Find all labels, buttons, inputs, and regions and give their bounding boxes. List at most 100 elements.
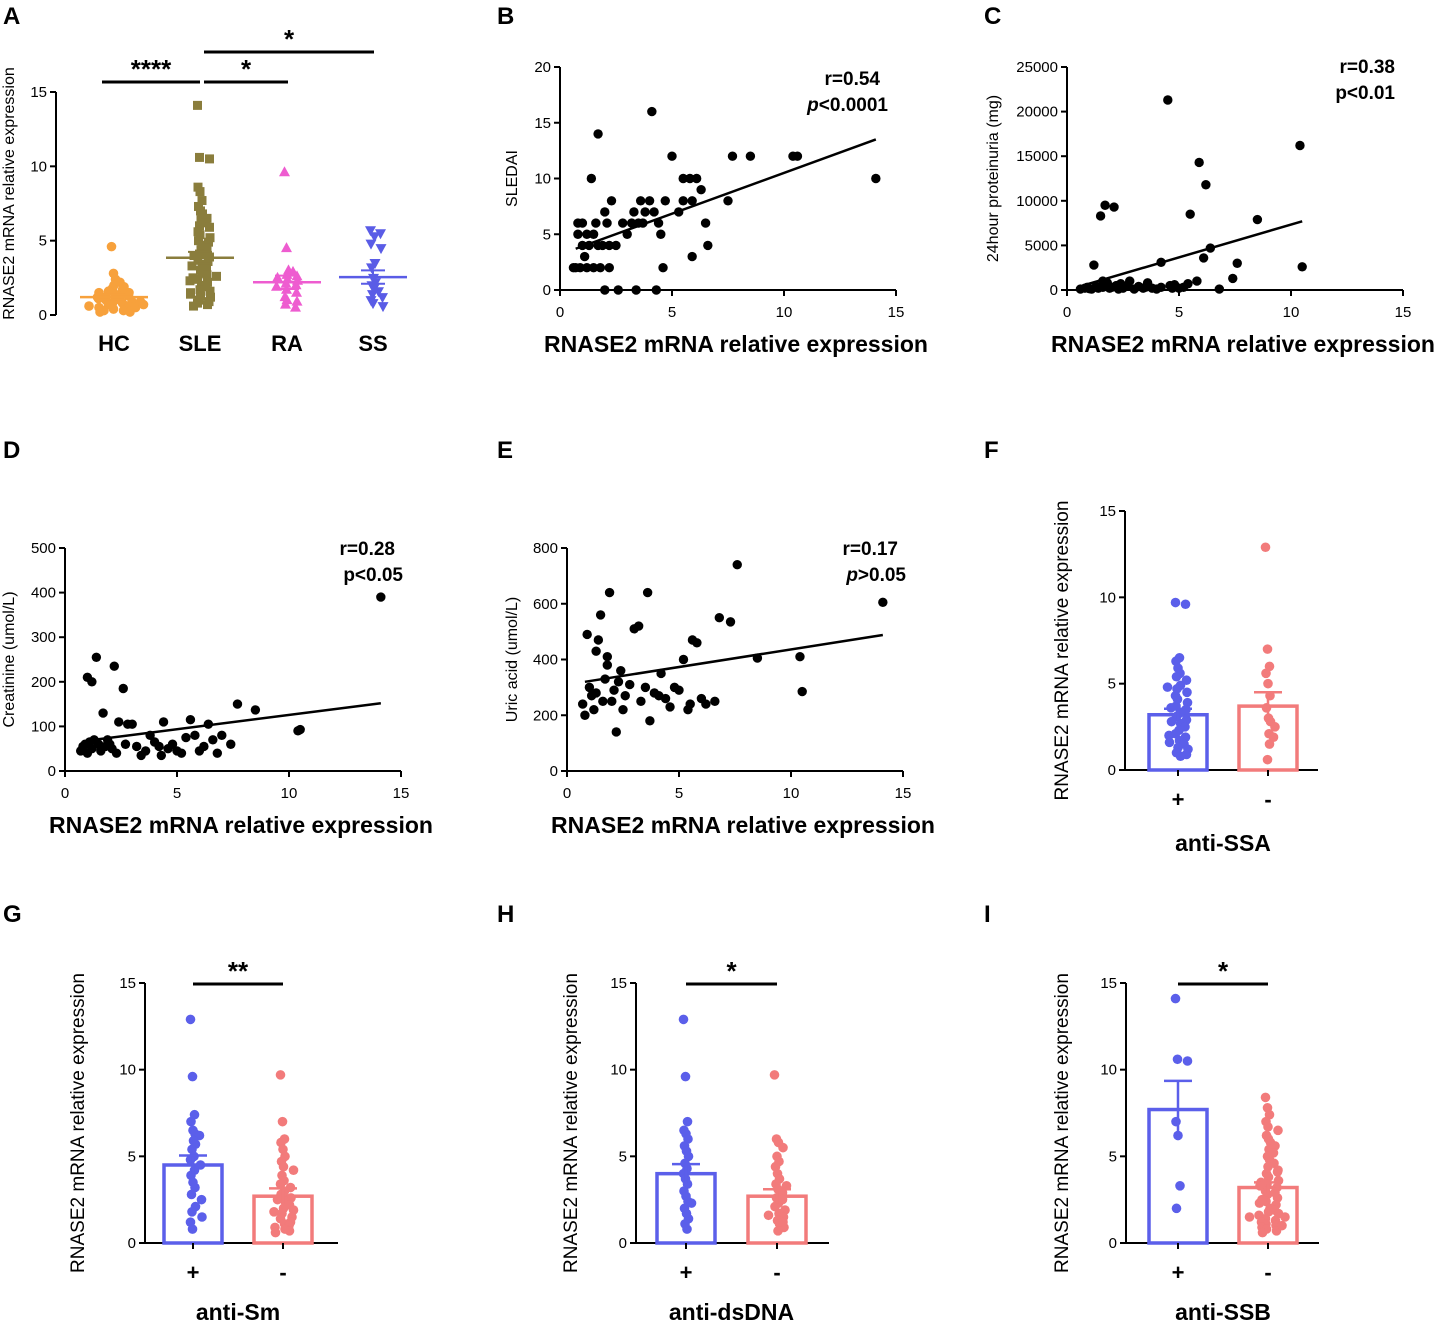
- category-label: -: [773, 1260, 780, 1285]
- data-point: [1194, 157, 1204, 168]
- panel-C-y-tick-label: 0: [1050, 282, 1058, 299]
- data-point: [1170, 597, 1181, 608]
- data-point: [212, 271, 221, 281]
- data-point: [199, 741, 209, 752]
- data-point: [1125, 276, 1135, 286]
- data-point: [871, 173, 881, 184]
- panel-H-y-tick-label: 0: [619, 1235, 627, 1252]
- panel-C-y-tick-label: 25000: [1016, 59, 1058, 76]
- data-point: [1262, 644, 1273, 654]
- panel-B-y-tick-label: 10: [534, 171, 551, 188]
- panel-A-y-tick-label: 0: [39, 307, 47, 324]
- data-point: [685, 173, 695, 184]
- data-point: [187, 261, 197, 271]
- x-axis-title: anti-dsDNA: [669, 1299, 794, 1323]
- panel-H: H 0 5 10 15 + - RNASE2 mRNA relative expression…: [497, 901, 829, 1323]
- data-point: [1182, 1056, 1193, 1066]
- data-point: [635, 196, 646, 206]
- data-point: [591, 218, 601, 228]
- data-point: [593, 129, 603, 139]
- data-point: [1183, 279, 1193, 289]
- data-point: [84, 301, 94, 311]
- regression-line: [87, 701, 381, 742]
- x-axis-title: RNASE2 mRNA relative expression: [1051, 331, 1435, 357]
- data-point: [723, 196, 733, 206]
- data-point: [878, 597, 888, 608]
- panel-D-y-tick-label: 200: [31, 674, 56, 691]
- data-point: [1252, 214, 1263, 225]
- category-label: RA: [271, 331, 303, 356]
- data-point: [1264, 739, 1275, 749]
- data-point: [1163, 95, 1173, 105]
- data-point: [156, 750, 167, 761]
- data-point: [291, 295, 303, 306]
- data-point: [602, 652, 613, 662]
- data-point: [111, 748, 122, 758]
- data-point: [190, 730, 200, 741]
- panel-A-y-tick-label: 15: [30, 84, 47, 101]
- panel-label: H: [497, 901, 514, 928]
- data-point: [778, 1217, 788, 1227]
- panel-C-y-tick-label: 15000: [1016, 148, 1058, 165]
- x-tick-label: 5: [668, 304, 676, 321]
- data-point: [792, 151, 803, 161]
- data-point: [185, 1014, 196, 1025]
- data-point: [678, 654, 689, 665]
- data-point: [582, 229, 592, 239]
- data-point: [1198, 253, 1209, 263]
- data-point: [651, 285, 662, 295]
- data-point: [270, 1227, 281, 1238]
- panel-B-y-tick-label: 20: [534, 59, 551, 76]
- x-axis-title: anti-Sm: [196, 1299, 280, 1323]
- data-point: [250, 705, 261, 715]
- data-point: [1166, 716, 1177, 727]
- panel-F-y-tick-label: 0: [1108, 762, 1116, 779]
- x-tick-label: 15: [1395, 304, 1412, 321]
- data-point: [138, 299, 149, 310]
- data-point: [195, 285, 205, 295]
- data-point: [589, 704, 599, 715]
- regression-line: [575, 138, 877, 250]
- y-axis-title: RNASE2 mRNA relative expression: [1, 67, 18, 320]
- correlation-r: r=0.38: [1340, 57, 1395, 78]
- data-point: [604, 263, 614, 273]
- correlation-r: r=0.54: [825, 69, 881, 90]
- data-point: [291, 286, 302, 297]
- panel-B: B 0 5 10 15 20 0 5 10 15 SLEDAI RNASE2 mRNA relativ…: [497, 3, 928, 357]
- panel-label: I: [984, 901, 991, 928]
- y-axis-title: 24hour proteinuria (mg): [985, 95, 1002, 262]
- data-point: [87, 677, 97, 687]
- data-point: [176, 748, 187, 758]
- data-point: [280, 298, 291, 309]
- data-point: [1277, 1220, 1287, 1231]
- x-tick-label: 5: [675, 785, 683, 802]
- data-point: [91, 652, 102, 662]
- data-point: [196, 1194, 207, 1205]
- data-point: [613, 677, 624, 687]
- p-value: >0.05: [858, 565, 907, 586]
- data-point: [687, 251, 697, 262]
- y-axis-title: RNASE2 mRNA relative expression: [1052, 501, 1073, 801]
- correlation-p: p>0.05: [845, 565, 906, 586]
- x-tick-label: 10: [776, 304, 793, 321]
- data-point: [108, 304, 119, 314]
- data-point: [1270, 722, 1280, 732]
- data-point: [607, 696, 617, 707]
- panel-G-y-tick-label: 5: [128, 1148, 136, 1165]
- data-point: [1089, 260, 1099, 270]
- data-point: [582, 263, 592, 273]
- data-point: [131, 741, 142, 752]
- panel-label: B: [497, 3, 514, 30]
- panel-F-y-tick-label: 15: [1099, 503, 1116, 520]
- data-point: [1280, 1212, 1290, 1222]
- data-point: [665, 702, 675, 712]
- data-point: [773, 1226, 783, 1236]
- data-point: [365, 226, 376, 237]
- panel-F-y-tick-label: 5: [1108, 676, 1116, 693]
- data-point: [678, 1014, 689, 1025]
- panel-B-y-tick-label: 5: [543, 226, 551, 243]
- panel-label: E: [497, 437, 513, 464]
- panel-D-y-tick-label: 100: [31, 718, 56, 735]
- data-point: [685, 699, 695, 709]
- data-point: [217, 730, 227, 741]
